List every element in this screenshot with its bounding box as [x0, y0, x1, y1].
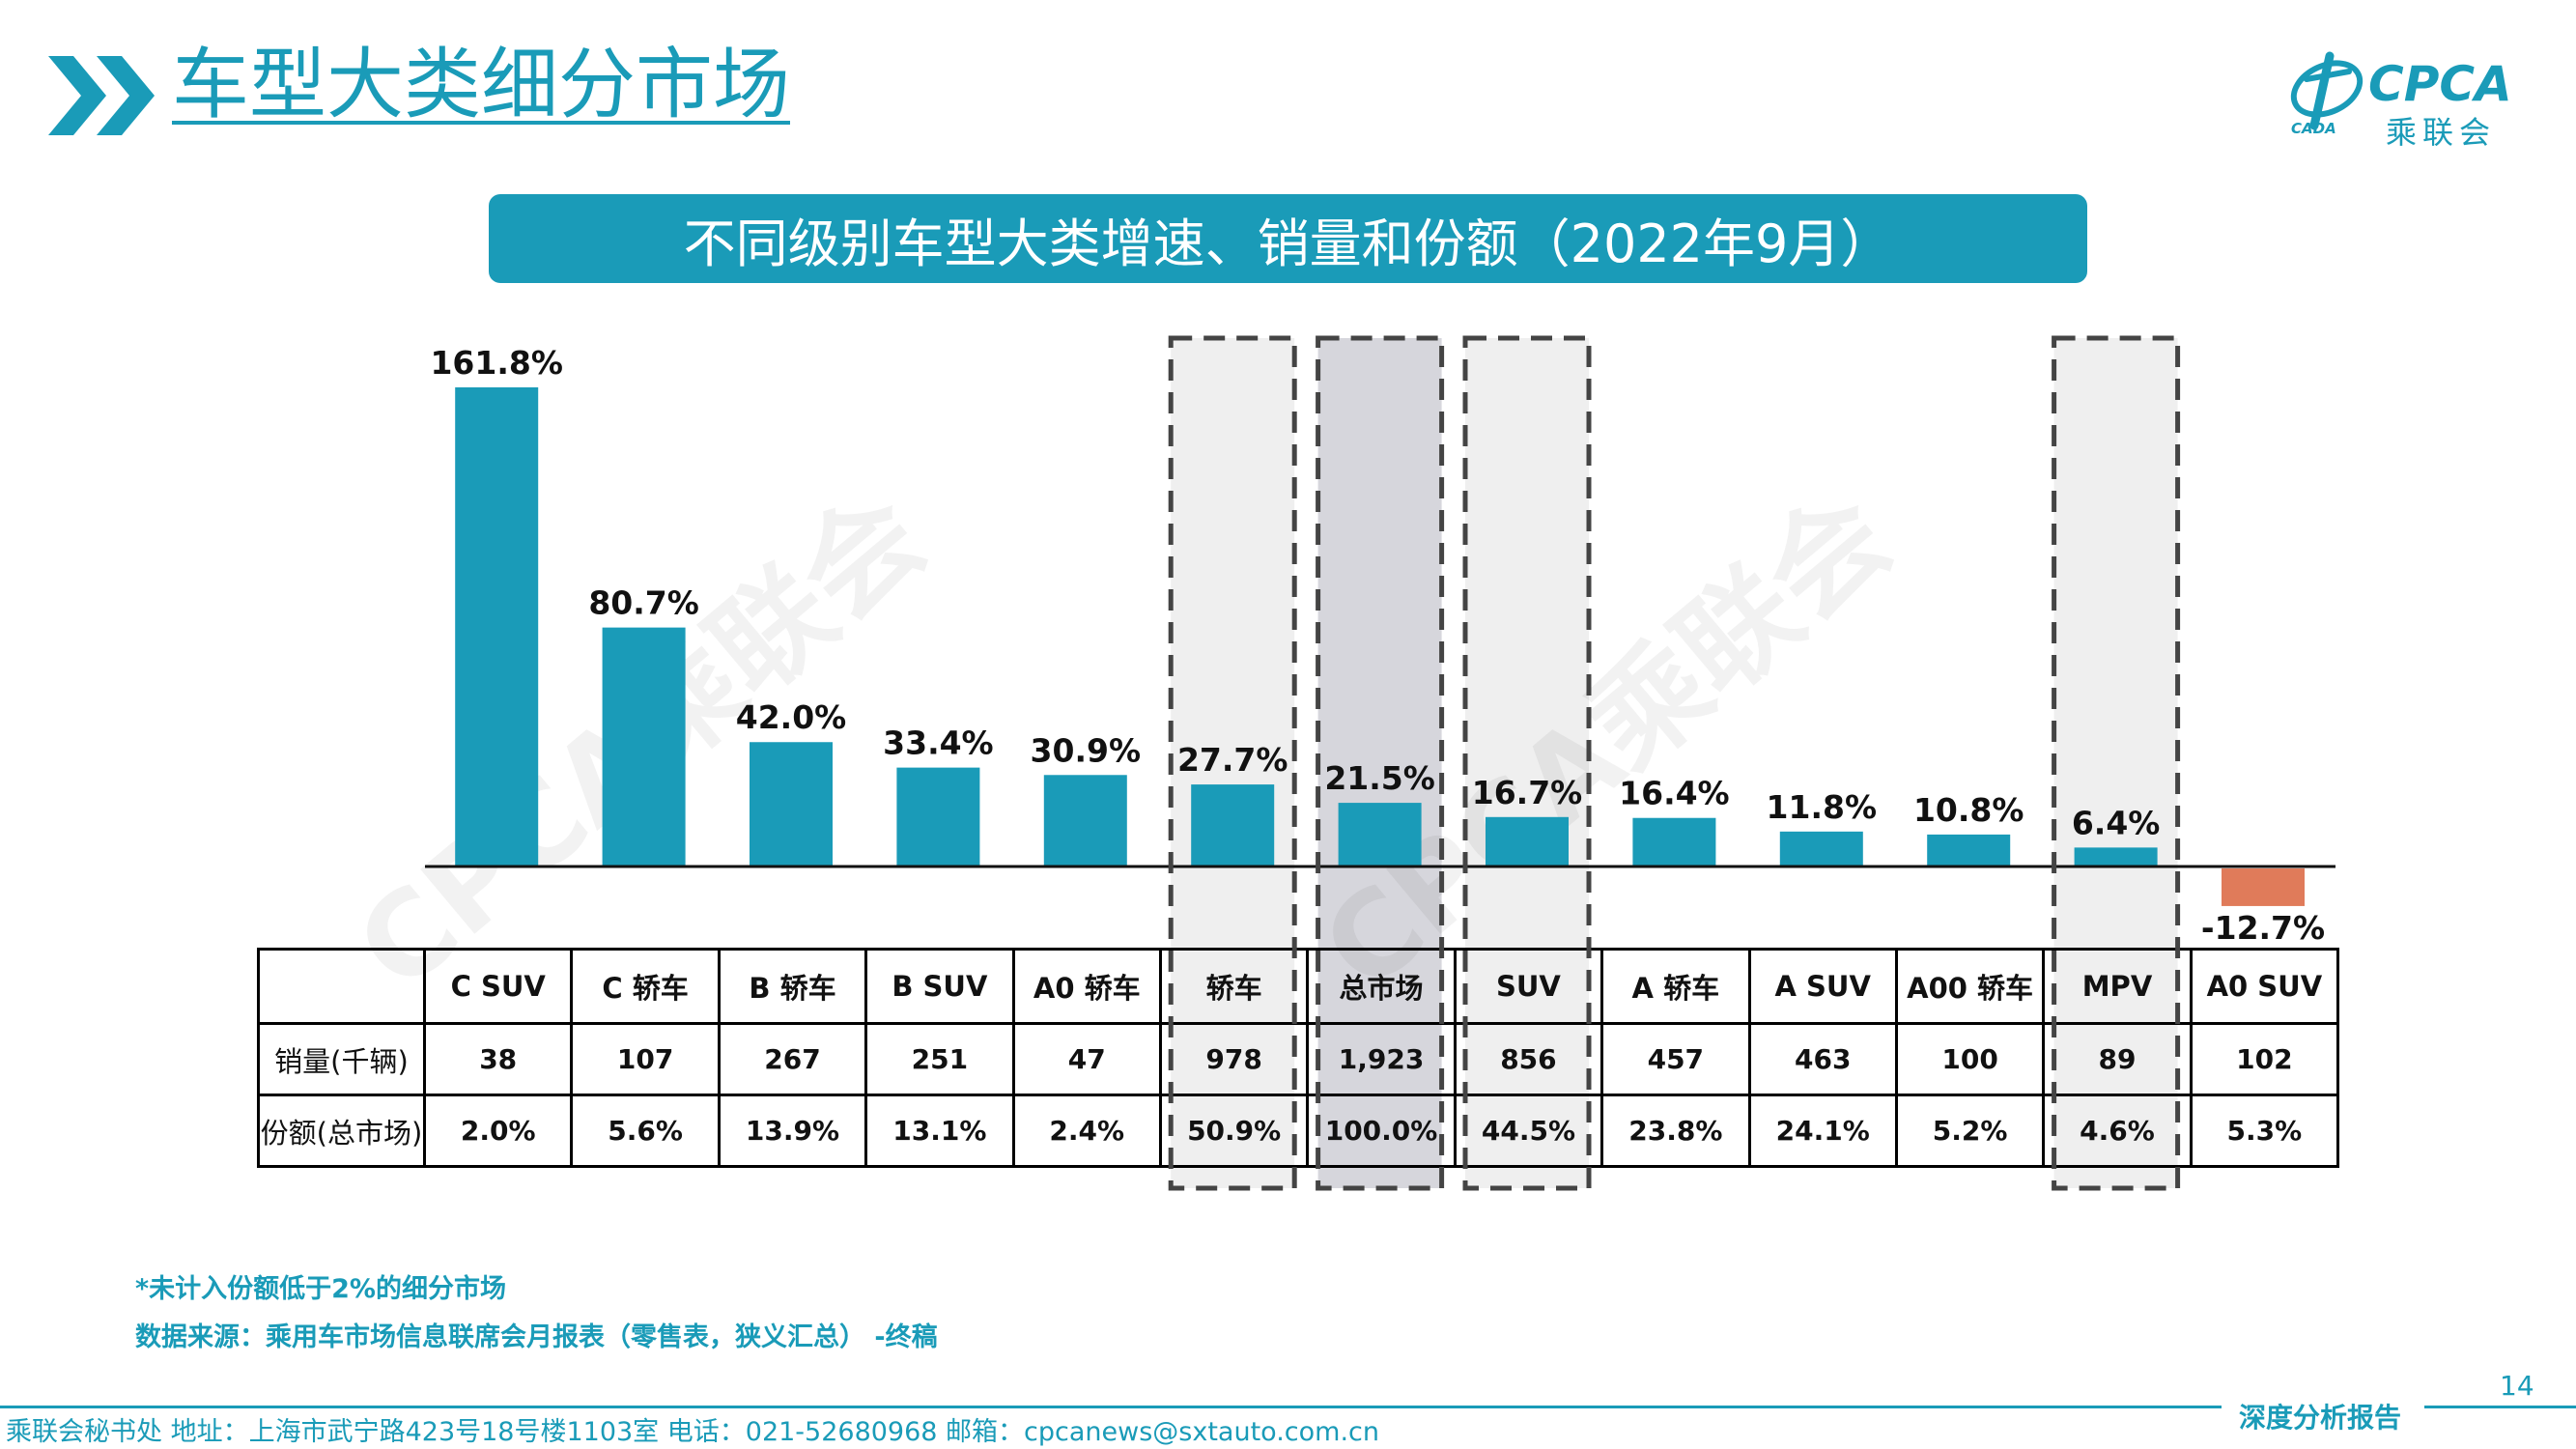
data-table: C SUV C 轿车 B 轿车 B SUV A0 轿车 轿车 总市场 SUV A 轿车 A SUV…: [257, 948, 2340, 1168]
sales-cell: 267: [717, 1022, 868, 1096]
footer-divider: [0, 1406, 2222, 1408]
data-label: 21.5%: [1324, 759, 1435, 797]
footer-divider-right: [2424, 1406, 2576, 1408]
sales-cell: 251: [864, 1022, 1015, 1096]
bar: [750, 742, 833, 867]
footer-address: 乘联会秘书处 地址：上海市武宁路423号18号楼1103室 电话：021-526…: [6, 1417, 1380, 1447]
report-tag: 深度分析报告: [2239, 1402, 2402, 1434]
bar: [2074, 847, 2158, 867]
category-header: C 轿车: [570, 948, 721, 1025]
data-label: -12.7%: [2201, 909, 2325, 947]
share-cell: 100.0%: [1306, 1094, 1457, 1168]
sales-cell: 1,923: [1306, 1022, 1457, 1096]
share-cell: 13.9%: [717, 1094, 868, 1168]
data-label: 11.8%: [1767, 788, 1878, 826]
page-number: 14: [2500, 1370, 2534, 1402]
bar: [1632, 817, 1716, 867]
data-label: 6.4%: [2072, 804, 2161, 841]
category-header: A 轿车: [1600, 948, 1751, 1025]
bar: [1927, 834, 2011, 867]
share-cell: 23.8%: [1600, 1094, 1751, 1168]
sales-cell: 89: [2042, 1022, 2193, 1096]
logo-small-text: CADA: [2291, 120, 2336, 137]
bar: [896, 767, 980, 867]
footnote: *未计入份额低于2%的细分市场: [135, 1274, 506, 1304]
category-header: MPV: [2042, 948, 2193, 1025]
share-cell: 5.6%: [570, 1094, 721, 1168]
data-label: 33.4%: [883, 724, 994, 762]
logo-brand-cn: 乘联会: [2386, 114, 2497, 151]
sales-cell: 107: [570, 1022, 721, 1096]
bar: [1191, 784, 1275, 867]
sales-cell: 463: [1747, 1022, 1898, 1096]
category-header: SUV: [1453, 948, 1604, 1025]
share-cell: 24.1%: [1747, 1094, 1898, 1168]
sales-cell: 978: [1158, 1022, 1310, 1096]
category-header: A00 轿车: [1894, 948, 2046, 1025]
sales-cell: 38: [422, 1022, 574, 1096]
bar: [455, 387, 539, 867]
bar: [1043, 775, 1127, 867]
row-label-share: 份额(总市场): [257, 1094, 426, 1168]
share-cell: 50.9%: [1158, 1094, 1310, 1168]
share-cell: 44.5%: [1453, 1094, 1604, 1168]
category-header: A0 SUV: [2189, 948, 2340, 1025]
category-header: B SUV: [864, 948, 1015, 1025]
data-label: 42.0%: [736, 698, 847, 736]
bar: [1338, 803, 1422, 867]
data-label: 10.8%: [1913, 791, 2024, 829]
bar: [2222, 868, 2305, 906]
category-header: B 轿车: [717, 948, 868, 1025]
chart-banner: 不同级别车型大类增速、销量和份额（2022年9月）: [489, 194, 2087, 283]
category-header: A0 轿车: [1011, 948, 1162, 1025]
sales-cell: 102: [2189, 1022, 2340, 1096]
category-header: 轿车: [1158, 948, 1310, 1025]
row-label-sales: 销量(千辆): [257, 1022, 426, 1096]
share-cell: 2.0%: [422, 1094, 574, 1168]
category-header: A SUV: [1747, 948, 1898, 1025]
data-source: 数据来源：乘用车市场信息联席会月报表（零售表，狭义汇总） -终稿: [135, 1322, 938, 1352]
data-label: 30.9%: [1031, 731, 1142, 769]
sales-cell: 457: [1600, 1022, 1751, 1096]
bar: [1486, 816, 1569, 867]
share-cell: 4.6%: [2042, 1094, 2193, 1168]
data-label: 16.7%: [1472, 774, 1583, 811]
title-chevron-icon: [48, 56, 155, 135]
sales-cell: 47: [1011, 1022, 1162, 1096]
bar: [602, 627, 686, 867]
share-cell: 5.3%: [2189, 1094, 2340, 1168]
data-label: 161.8%: [430, 344, 562, 382]
table-row-sales: 销量(千辆) 38 107 267 251 47 978 1,923 856 457 463 100…: [257, 1022, 2340, 1096]
table-header-row: C SUV C 轿车 B 轿车 B SUV A0 轿车 轿车 总市场 SUV A 轿车 A SUV…: [257, 948, 2340, 1025]
data-label: 80.7%: [588, 584, 699, 622]
data-label: 16.4%: [1619, 775, 1730, 812]
bar: [1779, 831, 1863, 867]
share-cell: 2.4%: [1011, 1094, 1162, 1168]
share-cell: 5.2%: [1894, 1094, 2046, 1168]
data-label: 27.7%: [1177, 741, 1288, 779]
share-cell: 13.1%: [864, 1094, 1015, 1168]
table-corner-cell: [257, 948, 426, 1025]
page-title: 车型大类细分市场: [172, 40, 790, 129]
category-header: C SUV: [422, 948, 574, 1025]
sales-cell: 856: [1453, 1022, 1604, 1096]
table-row-share: 份额(总市场) 2.0% 5.6% 13.9% 13.1% 2.4% 50.9% 100.0…: [257, 1094, 2340, 1168]
logo-brand: CPCA: [2368, 56, 2512, 112]
sales-cell: 100: [1894, 1022, 2046, 1096]
category-header: 总市场: [1306, 948, 1457, 1025]
cpca-logo-icon: [2290, 51, 2364, 130]
